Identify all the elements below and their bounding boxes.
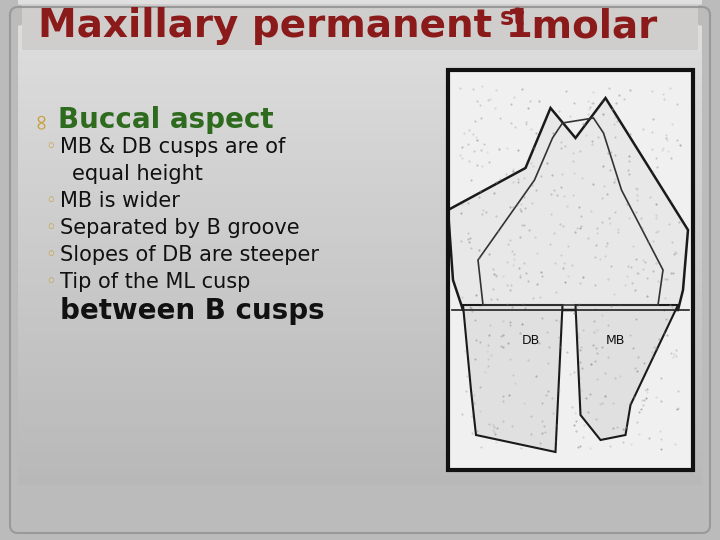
Bar [18,242,702,252]
Text: Tip of the ML cusp: Tip of the ML cusp [60,272,251,292]
Text: st: st [500,6,526,30]
Text: Slopes of DB are steeper: Slopes of DB are steeper [60,245,319,265]
Bar [18,59,702,69]
Text: ◦: ◦ [45,192,55,210]
Bar [18,176,702,185]
Bar [18,68,702,77]
Text: ∞: ∞ [30,111,50,129]
Text: ◦: ◦ [45,273,55,291]
Text: MB & DB cusps are of: MB & DB cusps are of [60,137,285,157]
Bar [18,434,702,443]
Text: equal height: equal height [72,164,203,184]
Bar [18,226,702,235]
Bar [18,76,702,85]
Bar [18,284,702,293]
Bar [18,301,702,310]
Bar [18,275,702,285]
Bar [18,9,702,18]
Bar [18,259,702,268]
Bar [22,4,698,50]
Text: Buccal aspect: Buccal aspect [58,106,274,134]
Circle shape [8,515,28,535]
Bar [18,217,702,227]
Bar [18,1,702,10]
Bar [18,109,702,118]
Bar [18,384,702,393]
Bar [18,417,702,427]
Bar [18,334,702,343]
Text: ◦: ◦ [45,138,55,156]
Bar [18,409,702,419]
Bar [18,376,702,385]
Bar [18,51,702,60]
Bar [18,426,702,435]
Text: Maxillary permanent 1: Maxillary permanent 1 [38,7,533,45]
Bar [18,309,702,319]
Text: molar: molar [518,7,657,45]
Bar [18,42,702,52]
Bar [18,84,702,93]
Bar [18,167,702,177]
Polygon shape [575,305,678,440]
Text: MB: MB [606,334,625,347]
Bar [18,267,702,276]
Bar [18,234,702,244]
Bar [18,192,702,201]
Bar [18,467,702,477]
Bar [18,117,702,127]
Bar [18,251,702,260]
Text: DB: DB [521,334,539,347]
Text: ◦: ◦ [45,219,55,237]
Bar [18,401,702,410]
Bar [18,326,702,335]
Bar [18,201,702,210]
Bar [18,393,702,402]
Circle shape [692,5,712,25]
Bar [18,209,702,218]
Text: between B cusps: between B cusps [60,297,325,325]
Bar [18,184,702,193]
Bar [18,367,702,377]
Bar [18,451,702,460]
Bar [18,359,702,368]
Bar [18,143,702,152]
Bar [18,292,702,302]
Circle shape [8,5,28,25]
Circle shape [692,515,712,535]
Bar [448,70,693,470]
Polygon shape [448,98,688,310]
Bar [18,459,702,468]
Bar [18,134,702,143]
Bar [18,159,702,168]
Bar [18,476,702,485]
Bar [18,350,702,360]
Text: MB is wider: MB is wider [60,191,180,211]
Polygon shape [463,305,562,452]
Bar [18,442,702,451]
Bar [18,126,702,135]
Bar [18,342,702,352]
Bar [18,26,702,35]
Text: Separated by B groove: Separated by B groove [60,218,300,238]
Bar [18,0,702,2]
Bar [18,17,702,26]
Bar [448,70,693,470]
Bar [18,100,702,110]
Bar [18,318,702,327]
Bar [18,92,702,102]
Bar [18,34,702,43]
Bar [18,151,702,160]
Text: ◦: ◦ [45,246,55,264]
